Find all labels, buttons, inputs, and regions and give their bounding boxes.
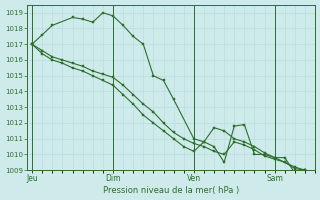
- X-axis label: Pression niveau de la mer( hPa ): Pression niveau de la mer( hPa ): [103, 186, 239, 195]
